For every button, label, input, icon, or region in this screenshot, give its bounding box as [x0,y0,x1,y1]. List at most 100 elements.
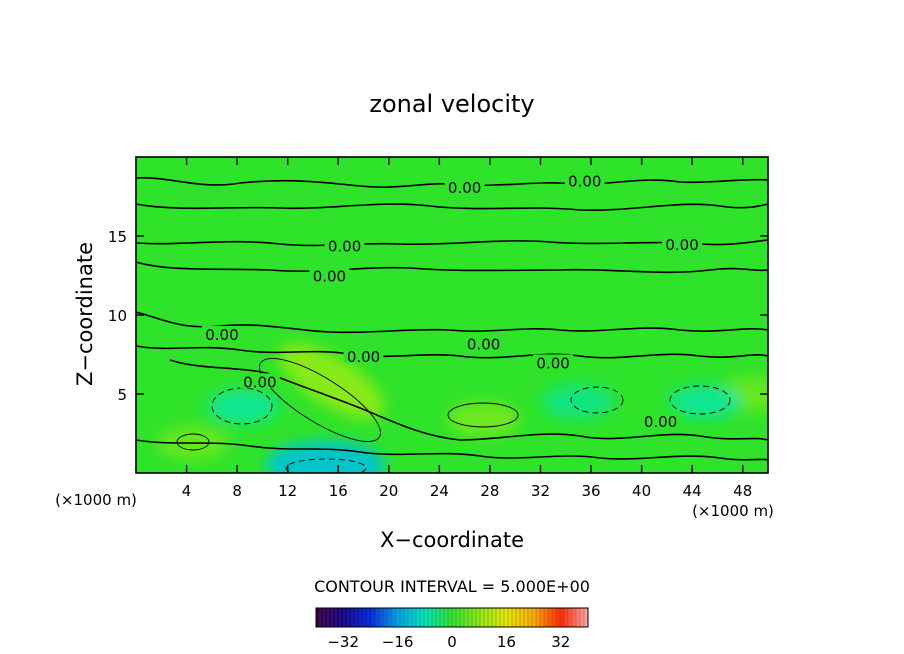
colorbar-cell [584,608,589,627]
negative-anomaly [668,384,741,419]
contour-line [669,385,731,415]
colorbar-cell [464,608,469,627]
colorbar-cell [460,608,465,627]
colorbar-cell [336,608,341,627]
contour-label: 0.00 [467,335,500,353]
contour-labels: 0.00 0.00 0.00 0.00 0.00 0.00 0.00 0.00 0.00 0.00… [201,172,703,431]
colorbar-cell [432,608,437,627]
y-tick-label: 15 [108,228,127,246]
colorbar-cell [560,608,565,627]
colorbar-tick-label: 0 [447,633,457,651]
colorbar-cell [508,608,513,627]
colorbar-cell [564,608,569,627]
contour-label-bg [444,179,485,195]
colorbar-cell [532,608,537,627]
colorbar-cell [368,608,373,627]
colorbar-cell [332,608,337,627]
colorbar-cell [376,608,381,627]
x-tick-label: 36 [581,482,600,500]
contour-label-bg [309,267,350,283]
contour-line [136,261,768,274]
y-axis-label: Z−coordinate [73,242,97,386]
colorbar-cell [520,608,525,627]
colorbar-cell [416,608,421,627]
colorbar-cell [380,608,385,627]
colorbar-cell [568,608,573,627]
colorbar-cell [324,608,329,627]
x-tick-label: 28 [480,482,499,500]
colorbar-cell [444,608,449,627]
colorbar-cell [388,608,393,627]
colorbar-cell [468,608,473,627]
contour-label: 0.00 [644,413,677,431]
x-axis-label: X−coordinate [380,528,524,552]
colorbar [315,608,589,627]
colorbar-cell [484,608,489,627]
chart-title: zonal velocity [369,90,534,118]
colorbar-tick-labels: −32 −16 0 16 32 [327,633,570,651]
colorbar-cell [516,608,521,627]
colorbar-cell [544,608,549,627]
y-tick-label: 5 [117,386,127,404]
colorbar-cell [428,608,433,627]
feature-contours [176,358,731,473]
colorbar-cell [480,608,485,627]
x-tick-label: 24 [430,482,449,500]
x-tick-label: 44 [683,482,702,500]
x-tick-label: 48 [733,482,752,500]
contour-label: 0.00 [448,179,481,197]
colorbar-cell [488,608,493,627]
colorbar-cell [496,608,501,627]
y-tick-label: 10 [108,307,127,325]
colorbar-cell [556,608,561,627]
x-tick-label: 4 [182,482,192,500]
colorbar-cell [364,608,369,627]
colorbar-cell [552,608,557,627]
colorbar-cell [580,608,585,627]
contour-label-bg [324,237,365,253]
colorbar-cell [352,608,357,627]
colorbar-tick-label: 16 [497,633,516,651]
contour-line [447,402,519,428]
contour-label-bg [343,348,384,364]
x-tick-label: 20 [379,482,398,500]
colorbar-tick-label: −16 [382,633,414,651]
contour-line [136,439,768,461]
contour-label-bg [463,335,504,351]
colorbar-cell [528,608,533,627]
contour-line [285,458,367,473]
negative-anomaly [207,389,280,424]
colorbar-cell [472,608,477,627]
colorbar-cell [504,608,509,627]
colorbar-cell [328,608,333,627]
colorbar-frame [315,607,589,628]
colorbar-cell [492,608,497,627]
x-tick-label: 40 [632,482,651,500]
colorbar-cell [524,608,529,627]
contour-label-bg [564,172,605,188]
contour-label: 0.00 [347,348,380,366]
contour-label-bg [239,373,280,389]
colorbar-cell [548,608,553,627]
contour-label-bg [662,235,703,251]
contour-label-bg [533,354,574,370]
colorbar-cell [576,608,581,627]
colorbar-cell [360,608,365,627]
contour-interval-text: CONTOUR INTERVAL = 5.000E+00 [314,577,590,596]
colorbar-cell [440,608,445,627]
colorbar-cell [408,608,413,627]
x-tick-label: 8 [232,482,242,500]
colorbar-cell [392,608,397,627]
colorbar-cell [456,608,461,627]
contour-line [259,358,381,442]
colorbar-cell [396,608,401,627]
colorbar-cell [512,608,517,627]
contour-label: 0.00 [328,237,361,255]
colorbar-cell [452,608,457,627]
colorbar-cell [384,608,389,627]
colorbar-cell [436,608,441,627]
colorbar-cell [348,608,353,627]
contour-line [176,433,210,451]
contour-line [136,345,768,359]
